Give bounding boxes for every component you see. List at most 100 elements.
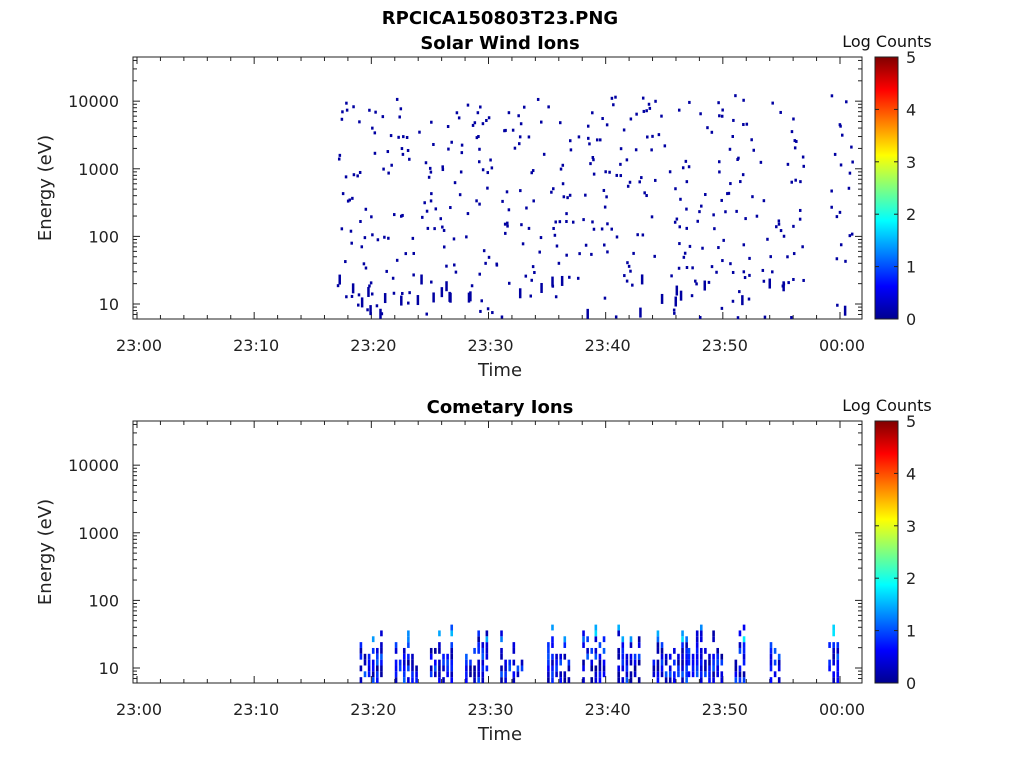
heatmap-cell <box>751 195 754 199</box>
heatmap-cell <box>360 245 364 249</box>
heatmap-cell <box>434 671 437 678</box>
heatmap-cell <box>625 279 629 283</box>
y-tick-label: 10 <box>99 659 119 678</box>
heatmap-cell <box>434 207 438 211</box>
heatmap-cell <box>602 188 606 192</box>
heatmap-cell <box>450 659 454 666</box>
heatmap-cell <box>664 677 668 683</box>
heatmap-cell <box>538 250 541 254</box>
heatmap-cell <box>469 659 472 666</box>
x-tick-label: 23:20 <box>350 700 396 719</box>
heatmap-cell <box>542 152 546 156</box>
heatmap-cell <box>485 665 489 672</box>
heatmap-cell <box>673 677 676 683</box>
heatmap-cell <box>527 226 531 230</box>
heatmap-cell <box>363 653 367 660</box>
heatmap-cell <box>832 630 835 637</box>
heatmap-cell <box>520 665 524 672</box>
heatmap-cell <box>738 671 742 678</box>
heatmap-cell <box>685 207 688 211</box>
heatmap-cell <box>578 252 581 256</box>
heatmap-cell <box>559 659 562 666</box>
heatmap-cell <box>465 653 468 660</box>
heatmap-cell <box>430 120 433 124</box>
heatmap-cell <box>622 128 626 132</box>
heatmap-cell <box>442 245 446 249</box>
heatmap-cell <box>434 647 437 654</box>
heatmap-cell <box>594 647 598 654</box>
heatmap-cell <box>442 677 445 683</box>
heatmap-cell <box>724 210 727 214</box>
heatmap-cell <box>633 665 637 672</box>
heatmap-cell <box>380 659 383 666</box>
heatmap-cell <box>720 114 724 118</box>
heatmap-cell <box>699 659 703 666</box>
heatmap-cell <box>653 254 656 258</box>
heatmap-cell <box>530 171 533 175</box>
heatmap-cell <box>790 130 794 134</box>
heatmap-cell <box>674 187 677 191</box>
heatmap-cell <box>477 647 480 654</box>
heatmap-cell <box>587 136 590 140</box>
heatmap-cell <box>712 665 715 672</box>
heatmap-cell <box>625 653 629 660</box>
heatmap-cell <box>712 653 715 660</box>
heatmap-cell <box>598 665 602 672</box>
heatmap-cell <box>629 636 633 643</box>
heatmap-cell <box>373 131 377 135</box>
heatmap-cell <box>407 630 410 637</box>
heatmap-cell <box>629 659 633 666</box>
heatmap-cell <box>561 163 565 167</box>
heatmap-cell <box>426 226 430 230</box>
heatmap-cell <box>699 624 703 631</box>
heatmap-cell <box>645 109 648 113</box>
heatmap-cell <box>603 296 607 300</box>
heatmap-cell <box>691 653 695 660</box>
heatmap-cell <box>636 233 639 237</box>
heatmap-cell <box>699 112 702 116</box>
x-tick-label: 23:10 <box>233 336 279 355</box>
heatmap-cell <box>380 665 383 672</box>
heatmap-cell <box>594 636 598 643</box>
heatmap-cell <box>568 139 572 143</box>
heatmap-cell <box>590 659 594 666</box>
heatmap-cell <box>656 659 660 666</box>
heatmap-cell <box>380 630 383 637</box>
heatmap-cell <box>473 671 476 678</box>
heatmap-cell <box>734 671 738 678</box>
heatmap-cell <box>551 284 555 288</box>
y-axis-label: Energy (eV) <box>35 135 56 241</box>
heatmap-cell <box>734 659 738 666</box>
heatmap-cell <box>586 124 590 128</box>
colorbar-tick-label: 4 <box>906 100 916 119</box>
heatmap-cell <box>576 276 580 280</box>
heatmap-cell <box>381 115 385 119</box>
heatmap-cell <box>832 659 835 666</box>
heatmap-cell <box>747 297 751 301</box>
heatmap-cell <box>367 665 371 672</box>
heatmap-cell <box>743 276 747 280</box>
heatmap-cell <box>540 282 543 293</box>
heatmap-cell <box>500 671 503 678</box>
heatmap-cell <box>651 134 654 138</box>
heatmap-cell <box>369 305 372 316</box>
heatmap-cell <box>547 642 550 648</box>
heatmap-cell <box>442 228 446 232</box>
heatmap-cell <box>569 148 573 152</box>
heatmap-cell <box>832 677 835 683</box>
heatmap-cell <box>656 636 660 643</box>
heatmap-cell <box>489 158 492 162</box>
heatmap-cell <box>742 642 746 648</box>
heatmap-cell <box>598 677 602 683</box>
heatmap-cell <box>716 671 719 678</box>
heatmap-cell <box>394 677 398 683</box>
heatmap-cell <box>397 135 400 139</box>
heatmap-cell <box>582 630 585 637</box>
heatmap-cell <box>836 659 840 666</box>
heatmap-cell <box>380 647 383 654</box>
heatmap-cell <box>787 281 790 285</box>
heatmap-cell <box>557 261 561 265</box>
heatmap-cell <box>481 659 485 666</box>
heatmap-cell <box>350 241 353 245</box>
heatmap-cell <box>376 665 379 672</box>
